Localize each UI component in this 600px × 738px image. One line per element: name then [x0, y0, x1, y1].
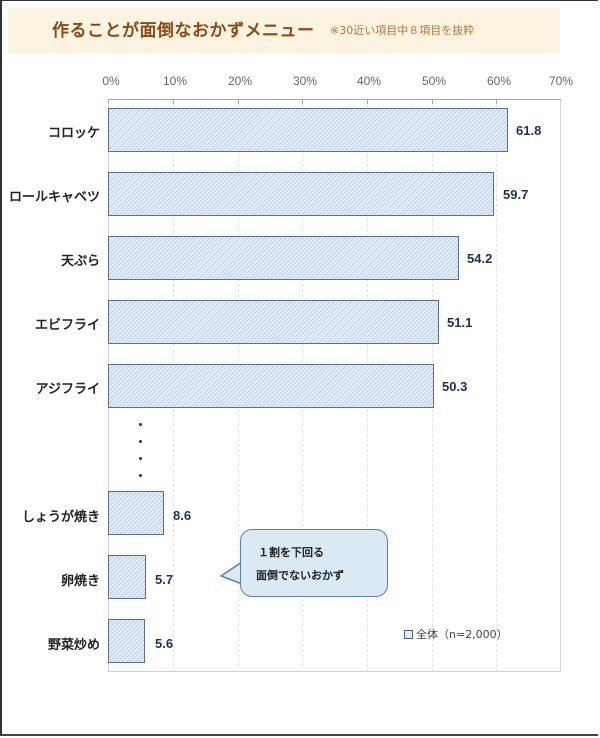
legend: 全体（n=2,000）	[404, 626, 508, 642]
category-label: エビフライ	[34, 318, 100, 333]
category-label: しょうが焼き	[21, 510, 100, 525]
value-label: 50.3	[442, 379, 468, 394]
bar-aji-fry	[108, 364, 434, 408]
x-tick-10: 10%	[162, 74, 188, 88]
value-label: 51.1	[447, 315, 473, 330]
x-tick-20: 20%	[227, 74, 253, 88]
value-label: 5.7	[155, 572, 174, 587]
category-label: ロールキャベツ	[8, 190, 100, 205]
category-label: 卵焼き	[60, 574, 100, 589]
x-tick-30: 30%	[292, 74, 318, 88]
value-label: 54.2	[467, 251, 493, 266]
category-label: 天ぷら	[60, 254, 100, 269]
tick-mark	[302, 99, 303, 104]
chart-title: 作ることが面倒なおかずメニュー	[52, 21, 315, 41]
bar-yasai-itame	[108, 619, 145, 663]
value-label: 8.6	[173, 508, 192, 523]
x-tick-70: 70%	[548, 74, 574, 88]
x-tick-0: 0%	[102, 74, 120, 88]
ellipsis-dot	[139, 440, 142, 443]
category-label: アジフライ	[35, 382, 100, 397]
callout-bubble	[240, 529, 388, 597]
callout-line-2: 面倒でないおかず	[256, 569, 344, 582]
tick-mark	[496, 99, 497, 104]
x-axis-line	[108, 99, 561, 100]
value-label: 61.8	[516, 123, 542, 138]
tick-mark	[432, 99, 433, 104]
ellipsis-dot	[139, 474, 142, 477]
bar-ebi-fry	[108, 300, 439, 344]
tick-mark	[367, 99, 368, 104]
tick-mark	[173, 99, 174, 104]
legend-swatch-icon	[404, 629, 413, 639]
ellipsis-dot	[139, 423, 142, 426]
value-label: 59.7	[503, 187, 529, 202]
x-tick-50: 50%	[421, 74, 447, 88]
gridline	[496, 99, 497, 672]
bar-tempura	[108, 236, 459, 280]
value-label: 5.6	[155, 636, 174, 651]
bar-korokke	[108, 108, 508, 152]
ellipsis-dot	[139, 457, 142, 460]
category-label: 野菜炒め	[47, 638, 100, 653]
category-label: コロッケ	[47, 126, 100, 141]
bar-shogayaki	[108, 491, 164, 535]
chart-subtitle: ※30近い項目中８項目を抜粋	[330, 24, 475, 37]
title-banner	[8, 8, 560, 54]
bar-tamagoyaki	[108, 555, 146, 599]
bar-roll-cabbage	[108, 172, 494, 216]
tick-mark	[238, 99, 239, 104]
x-tick-40: 40%	[356, 74, 382, 88]
legend-label: 全体（n=2,000）	[416, 628, 508, 641]
callout-line-1: １割を下回る	[258, 546, 324, 559]
x-tick-60: 60%	[486, 74, 512, 88]
tick-mark	[108, 99, 109, 104]
